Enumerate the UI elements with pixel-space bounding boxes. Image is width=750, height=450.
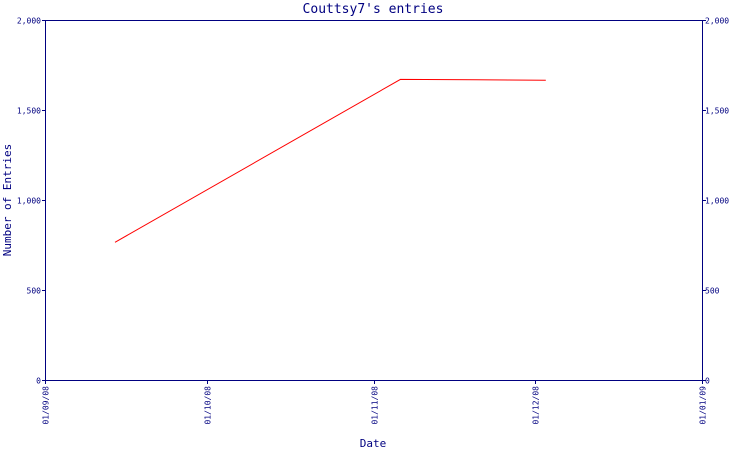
y-tick-label: 2,000 [17, 17, 41, 26]
x-tick-label: 01/12/08 [532, 386, 541, 425]
y-tick-label-right: 1,000 [705, 197, 729, 206]
x-axis-title: Date [360, 437, 387, 450]
y-axis-left: 0 500 1,000 1,500 2,000 [17, 17, 45, 386]
x-tick-label: 01/11/08 [371, 386, 380, 425]
y-tick-label: 1,500 [17, 107, 41, 116]
y-tick-label: 0 [36, 377, 41, 386]
x-tick-label: 01/10/08 [204, 386, 213, 425]
y-axis-title: Number of Entries [1, 144, 14, 257]
plot-frame [45, 20, 703, 381]
x-axis: 01/09/08 01/10/08 01/11/08 01/12/08 01/01/09 [42, 381, 708, 425]
y-axis-right: 0 500 1,000 1,500 2,000 [703, 17, 729, 386]
y-tick-label-right: 500 [705, 287, 720, 296]
y-tick-label: 500 [27, 287, 42, 296]
series-line [114, 78, 546, 243]
series-layer [114, 78, 546, 243]
chart-title: Couttsy7's entries [303, 2, 444, 17]
y-tick-label-right: 2,000 [705, 17, 729, 26]
x-tick-label: 01/09/08 [42, 386, 51, 425]
x-tick-label: 01/01/09 [699, 386, 708, 425]
y-tick-label-right: 0 [705, 377, 710, 386]
y-tick-label: 1,000 [17, 197, 41, 206]
y-tick-label-right: 1,500 [705, 107, 729, 116]
